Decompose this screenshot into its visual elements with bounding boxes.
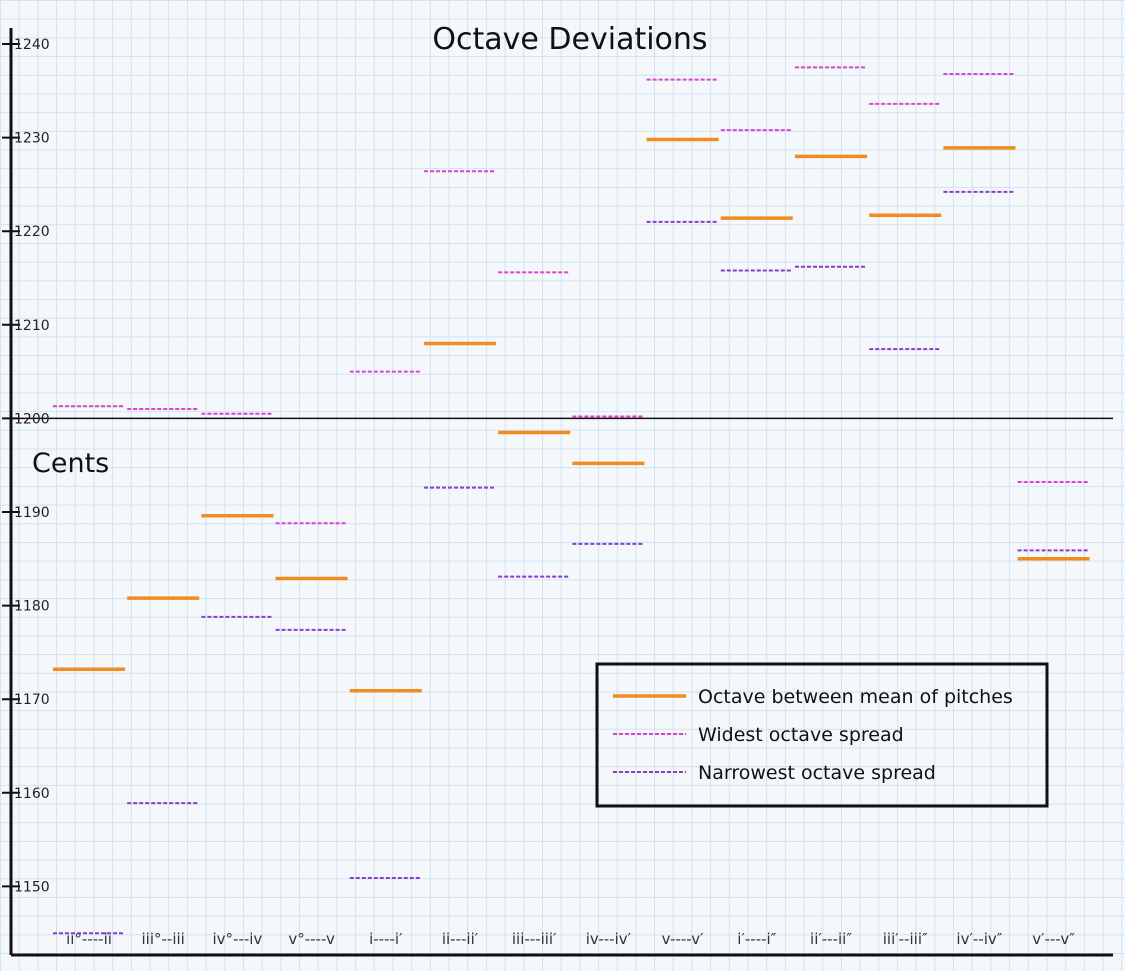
y-tick-label: 1160 bbox=[14, 786, 50, 802]
legend-label: Octave between mean of pitches bbox=[698, 686, 1013, 708]
y-tick-label: 1180 bbox=[14, 599, 50, 615]
y-axis-label: Cents bbox=[32, 448, 109, 479]
x-category-label: v′---v″ bbox=[1032, 930, 1075, 948]
y-tick-label: 1150 bbox=[14, 879, 50, 895]
x-category-label: ii°----ii bbox=[66, 930, 112, 948]
x-category-label: iii′--iii″ bbox=[883, 930, 928, 948]
y-tick-label: 1220 bbox=[14, 224, 50, 240]
x-category-label: iv°---iv bbox=[212, 930, 262, 948]
y-tick-label: 1170 bbox=[14, 692, 50, 708]
x-category-label: i----i′ bbox=[369, 930, 403, 948]
x-category-label: ii′---ii″ bbox=[810, 930, 852, 948]
chart-title: Octave Deviations bbox=[432, 22, 707, 57]
x-category-label: ii---ii′ bbox=[442, 930, 479, 948]
axes: 1150 1160 1170 1180 1190 1200 1210 1220 1230 1240… bbox=[2, 28, 1113, 957]
plot-marks bbox=[53, 66, 1090, 935]
x-category-label: iv---iv′ bbox=[586, 930, 632, 948]
x-category-label: iv′--iv″ bbox=[956, 930, 1002, 948]
y-tick-label: 1210 bbox=[14, 318, 50, 334]
x-category-label: v----v′ bbox=[662, 930, 705, 948]
y-tick-label: 1190 bbox=[14, 505, 50, 521]
legend-label: Narrowest octave spread bbox=[698, 762, 936, 784]
y-tick-label: 1240 bbox=[14, 37, 50, 53]
y-tick-label: 1200 bbox=[14, 411, 50, 427]
x-category-label: iii---iii′ bbox=[512, 930, 557, 948]
x-category-label: v°----v bbox=[288, 930, 335, 948]
x-category-label: iii°--iii bbox=[142, 930, 185, 948]
legend-label: Widest octave spread bbox=[698, 724, 904, 746]
legend-box bbox=[595, 662, 1049, 808]
legend: Octave between mean of pitches Widest oct… bbox=[595, 662, 1049, 808]
x-category-label: i′----i″ bbox=[737, 930, 776, 948]
y-tick-label: 1230 bbox=[14, 131, 50, 147]
